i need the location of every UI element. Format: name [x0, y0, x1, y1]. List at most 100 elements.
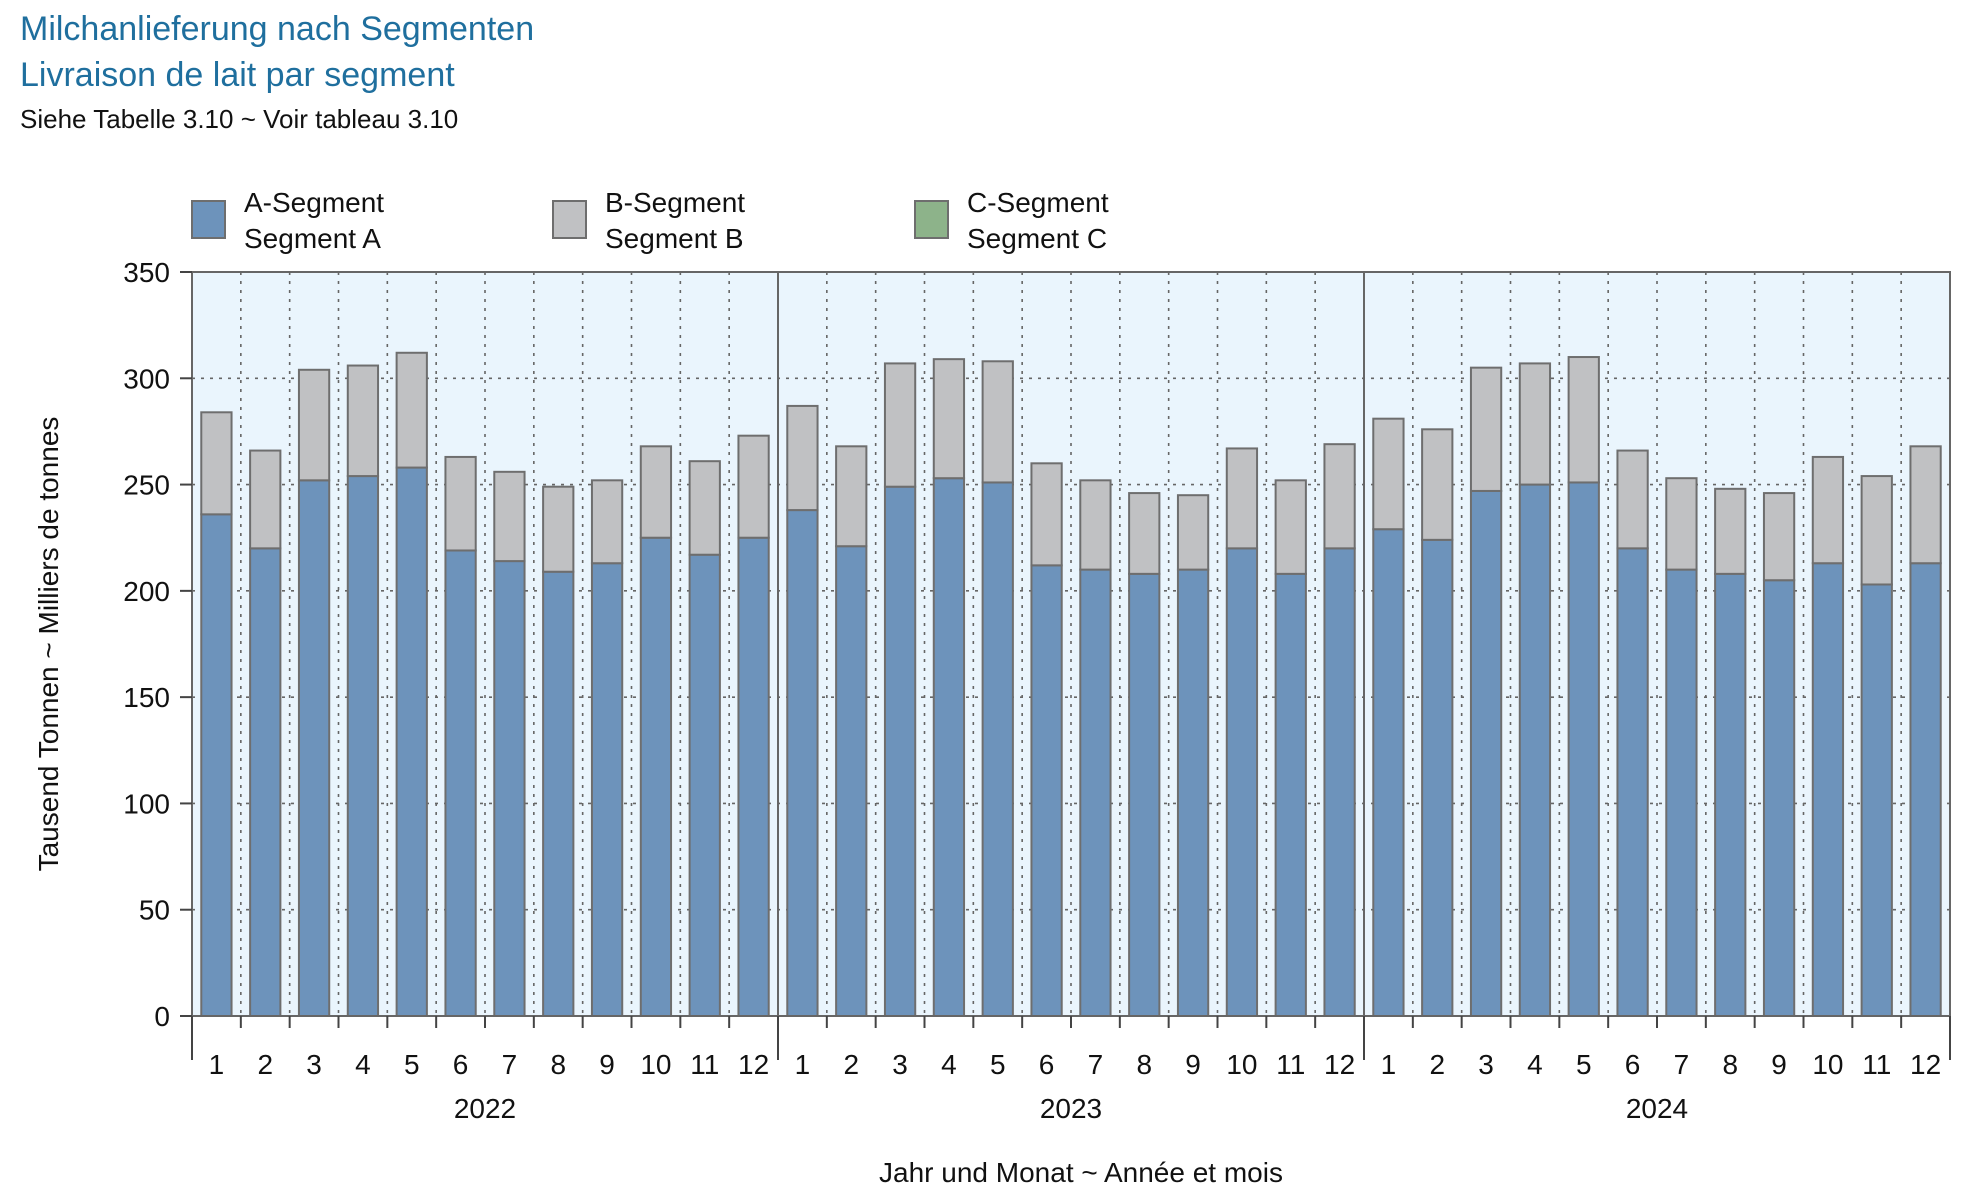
x-tick-label-month: 8 [550, 1049, 566, 1080]
y-tick-label: 50 [139, 895, 170, 926]
bar-segment-b [590, 479, 624, 565]
x-tick-label-year: 2023 [1040, 1093, 1102, 1124]
bar-segment-b [981, 360, 1014, 484]
x-tick-label-month: 12 [1324, 1049, 1355, 1080]
y-tick-label: 300 [123, 363, 170, 394]
bar-segment-b [639, 445, 673, 539]
legend-swatch [914, 200, 949, 239]
chart-title-fr: Livraison de lait par segment [20, 56, 455, 94]
x-tick-label-month: 3 [1478, 1049, 1494, 1080]
bar-segment-b [1128, 492, 1161, 575]
bar-segment-b [1616, 449, 1649, 550]
x-tick-label-month: 1 [795, 1049, 811, 1080]
y-tick-label: 350 [123, 257, 170, 288]
legend-label-fr: Segment B [605, 223, 744, 254]
bar-segment-b [249, 449, 282, 550]
bar-segment-a [1616, 547, 1649, 1017]
bar-segment-b [1274, 479, 1307, 575]
bar-segment-b [1372, 417, 1405, 531]
bar-segment-a [346, 475, 380, 1018]
bar-segment-a [981, 481, 1014, 1017]
x-tick-label-month: 1 [1381, 1049, 1397, 1080]
bar-segment-a [1176, 568, 1210, 1017]
y-tick-label: 200 [123, 576, 170, 607]
y-axis-label: Tausend Tonnen ~ Milliers de tonnes [33, 417, 64, 872]
x-tick-label-month: 2 [1429, 1049, 1445, 1080]
x-tick-label-month: 8 [1136, 1049, 1152, 1080]
x-tick-label-month: 7 [502, 1049, 518, 1080]
legend: A-Segment Segment A B-Segment Segment B C-Se… [191, 187, 1109, 254]
bar-segment-a [1372, 528, 1405, 1017]
bar-segment-b [1421, 428, 1454, 541]
bar-segment-b [883, 362, 917, 488]
bar-segment-a [395, 466, 428, 1017]
x-tick-label-month: 1 [209, 1049, 225, 1080]
x-tick-label-month: 6 [453, 1049, 469, 1080]
bar-segment-a [688, 553, 721, 1017]
x-tick-label-month: 3 [306, 1049, 322, 1080]
x-tick-label-month: 4 [1527, 1049, 1543, 1080]
legend-label-fr: Segment C [967, 223, 1107, 254]
x-tick-label-month: 9 [1771, 1049, 1787, 1080]
bar-segment-b [1079, 479, 1112, 571]
x-tick-label-month: 11 [1862, 1049, 1891, 1080]
bar-segment-b [1811, 455, 1845, 565]
bar-segment-b [200, 411, 233, 516]
x-tick-label-month: 12 [738, 1049, 769, 1080]
x-tick-label-month: 5 [1576, 1049, 1592, 1080]
x-tick-label-month: 6 [1039, 1049, 1055, 1080]
x-tick-label-month: 7 [1088, 1049, 1104, 1080]
bar-segment-a [590, 562, 624, 1017]
bar-segment-a [1274, 572, 1307, 1017]
bar-segment-b [444, 455, 477, 552]
bar-segment-a [1079, 568, 1112, 1017]
x-tick-label-month: 4 [355, 1049, 371, 1080]
bar-segment-a [1665, 568, 1698, 1017]
x-tick-label-month: 8 [1722, 1049, 1738, 1080]
bar-segment-a [1421, 538, 1454, 1018]
x-tick-label-year: 2024 [1626, 1093, 1688, 1124]
bar-segment-b [1762, 492, 1796, 582]
bar-segment-a [786, 509, 819, 1017]
bar-segment-a [835, 545, 868, 1018]
bar-segment-a [932, 477, 966, 1017]
bar-segment-b [1030, 462, 1063, 567]
bar-segment-b [1567, 356, 1600, 484]
x-axis-label: Jahr und Monat ~ Année et mois [879, 1157, 1283, 1188]
x-tick-label-month: 5 [404, 1049, 420, 1080]
x-tick-label-month: 3 [892, 1049, 908, 1080]
bar-segment-a [1128, 572, 1161, 1017]
bar-segment-a [493, 560, 526, 1018]
x-tick-label-month: 12 [1910, 1049, 1941, 1080]
bar-segment-b [1225, 447, 1259, 550]
chart-title-de: Milchanlieferung nach Segmenten [20, 10, 535, 48]
bar-segment-a [883, 485, 917, 1017]
y-tick-label: 150 [123, 682, 170, 713]
legend-label-de: A-Segment [244, 187, 384, 218]
bar-segment-a [297, 479, 331, 1017]
bar-segment-b [1469, 366, 1503, 492]
x-tick-label-month: 10 [1226, 1049, 1257, 1080]
bar-segment-b [346, 364, 380, 478]
bar-segment-b [493, 470, 526, 563]
bar-segment-b [688, 460, 721, 556]
bar-segment-b [1665, 477, 1698, 571]
legend-swatch [552, 200, 587, 239]
bar-segment-a [444, 549, 477, 1017]
y-tick-label: 100 [123, 788, 170, 819]
bar-segment-a [639, 536, 673, 1017]
bar-segment-a [1811, 562, 1845, 1017]
bar-segment-a [737, 536, 770, 1017]
bar-segment-b [297, 368, 331, 482]
bar-segment-b [1518, 362, 1552, 486]
legend-label-de: B-Segment [605, 187, 745, 218]
bar-segment-b [1176, 494, 1210, 571]
chart-subtitle: Siehe Tabelle 3.10 ~ Voir tableau 3.10 [20, 104, 459, 134]
x-tick-label-month: 7 [1674, 1049, 1690, 1080]
bar-segment-b [786, 404, 819, 512]
legend-label-de: C-Segment [967, 187, 1109, 218]
y-tick-label: 250 [123, 470, 170, 501]
legend-label-fr: Segment A [244, 223, 381, 254]
x-tick-label-month: 5 [990, 1049, 1006, 1080]
